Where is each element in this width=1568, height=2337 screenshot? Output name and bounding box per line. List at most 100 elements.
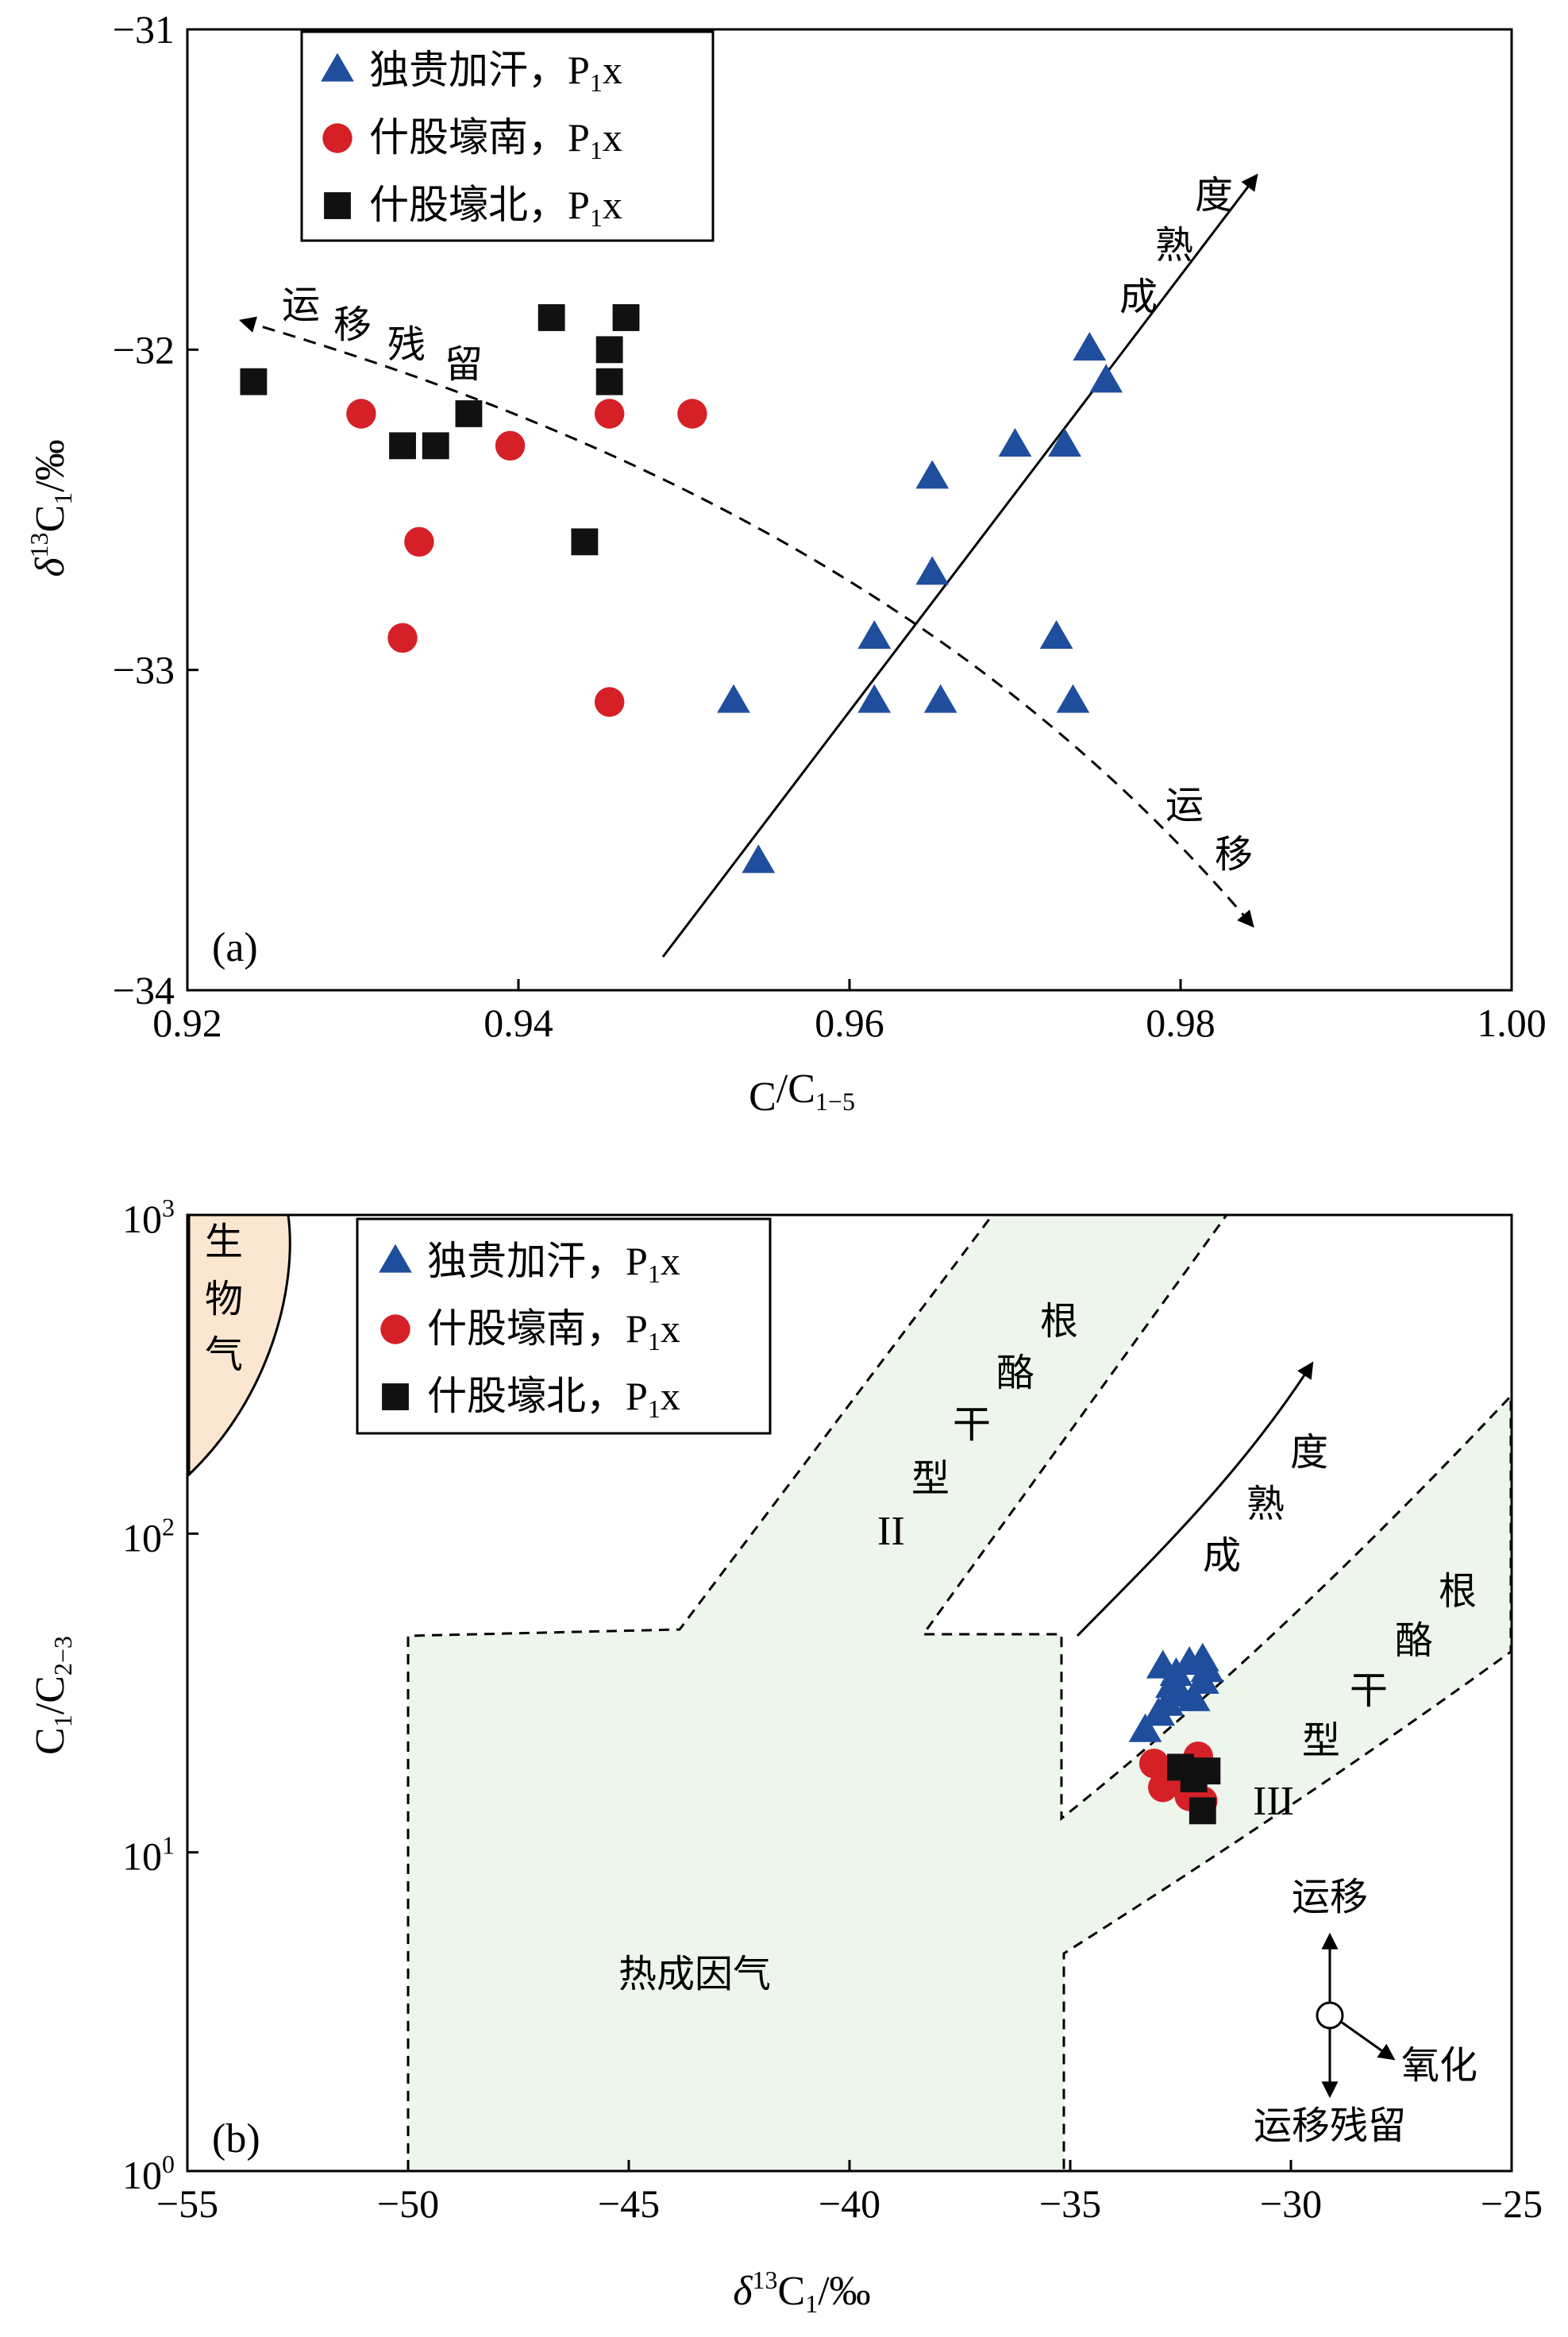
legend-label: 什股壕南，P1x — [369, 114, 622, 164]
biogas-region — [187, 1213, 291, 1478]
panel-b-x-axis-label: δ13C1/‰ — [733, 2266, 870, 2318]
legend-marker — [322, 123, 353, 153]
data-point — [915, 460, 950, 489]
x-tick-label: −45 — [598, 2181, 660, 2226]
panel-a-y-ticks: −31 −32 −33 −34 — [113, 7, 198, 1012]
y-tick-label: 102 — [122, 1512, 175, 1560]
data-point — [923, 684, 957, 713]
migration-residue-label-char: 残 — [387, 322, 426, 367]
data-point — [717, 684, 750, 713]
data-point — [346, 399, 376, 429]
panel-b-legend: 独贵加汗，P1x 什股壕南，P1x 什股壕北，P1x — [356, 1217, 772, 1435]
data-point — [1189, 1797, 1216, 1825]
x-tick-label: −30 — [1260, 2181, 1322, 2226]
panel-b-points — [1128, 1642, 1224, 1825]
x-tick-label: −35 — [1039, 2181, 1101, 2226]
y-tick-label: 103 — [122, 1194, 175, 1241]
data-point — [571, 528, 599, 556]
data-point — [1167, 1753, 1194, 1781]
data-point — [240, 368, 268, 395]
biogas-label-char: 生 — [205, 1220, 243, 1264]
data-point — [594, 399, 625, 429]
panel-a-y-axis-label: δ13C1/‰ — [25, 439, 77, 577]
panel-a-legend: 独贵加汗，P1x 什股壕南，P1x 什股壕北，P1x — [300, 30, 715, 242]
legend-label: 什股壕北，P1x — [427, 1373, 680, 1423]
maturity-label-char: 度 — [1195, 173, 1233, 218]
y-tick-label: −33 — [113, 648, 175, 692]
thermogenic-region — [406, 1213, 1512, 2173]
migration-label-char: 运 — [1165, 783, 1204, 827]
type3-label-char: 酪 — [1395, 1618, 1433, 1663]
data-point — [677, 399, 707, 429]
type3-label-char: 干 — [1350, 1668, 1388, 1713]
x-tick-label: −40 — [819, 2181, 880, 2226]
panel-a-label: (a) — [212, 925, 258, 970]
type2-label-char: 根 — [1040, 1299, 1078, 1344]
type3-label-char: 型 — [1302, 1718, 1340, 1763]
data-point — [1073, 332, 1107, 361]
data-point — [495, 430, 526, 461]
x-tick-label: −25 — [1481, 2181, 1543, 2226]
data-point — [742, 844, 776, 873]
migration-residue-label-char: 留 — [445, 342, 483, 387]
y-tick-label: −32 — [113, 327, 175, 372]
maturity-trend-line — [661, 173, 1258, 958]
panel-b-label: (b) — [212, 2116, 260, 2162]
migration-residue-label-char: 运 — [282, 283, 320, 327]
maturity-label-char: 熟 — [1155, 223, 1193, 268]
type3-roman: III — [1253, 1779, 1294, 1824]
x-tick-label: 0.96 — [815, 1001, 884, 1045]
migration-label-char: 移 — [1215, 832, 1253, 877]
data-point — [1089, 364, 1123, 393]
panel-b-maturity-char: 成 — [1203, 1533, 1241, 1578]
panel-a-guides — [238, 173, 1258, 958]
data-point — [998, 428, 1032, 457]
legend-label: 什股壕北，P1x — [369, 182, 622, 232]
data-point — [1190, 1653, 1224, 1683]
x-tick-label: 0.98 — [1146, 1001, 1215, 1045]
x-tick-label: −50 — [377, 2181, 439, 2226]
legend-marker — [379, 1244, 412, 1273]
migration-trend-curve — [238, 316, 1254, 928]
panel-b-maturity-char: 熟 — [1246, 1482, 1285, 1526]
data-point — [1177, 1682, 1211, 1711]
biogas-label-char: 物 — [205, 1277, 243, 1321]
data-point — [594, 687, 625, 717]
thermogenic-label: 热成因气 — [618, 1952, 771, 1996]
x-tick-label: 0.92 — [152, 1001, 222, 1045]
data-point — [857, 684, 892, 713]
data-point — [1039, 620, 1073, 650]
data-point — [595, 368, 623, 395]
panel-a-points — [240, 304, 1123, 873]
legend-label: 什股壕南，P1x — [427, 1305, 680, 1356]
data-point — [1128, 1713, 1162, 1742]
chart-panel-a: 0.92 0.94 0.96 0.98 1.00 −31 −32 −33 −34 C/C1−5… — [25, 7, 1547, 1120]
type2-roman: II — [877, 1509, 905, 1554]
data-point — [1159, 1657, 1193, 1687]
legend-marker — [324, 192, 351, 219]
y-tick-label: −31 — [113, 7, 175, 52]
data-point — [1056, 684, 1090, 713]
y-tick-label: 101 — [122, 1831, 175, 1879]
data-point — [455, 400, 483, 427]
y-tick-label: −34 — [113, 968, 175, 1012]
type3-label-char: 根 — [1439, 1569, 1477, 1614]
data-point — [404, 526, 434, 557]
data-point — [387, 623, 418, 654]
data-point — [1048, 428, 1081, 457]
x-tick-label: 1.00 — [1477, 1001, 1547, 1045]
legend-label: 独贵加汗，P1x — [427, 1238, 680, 1288]
maturity-label-char: 成 — [1119, 275, 1158, 319]
legend-marker — [321, 52, 354, 82]
data-point — [915, 556, 950, 585]
type2-label-char: 型 — [911, 1456, 950, 1501]
panel-b-maturity-char: 度 — [1290, 1430, 1328, 1475]
process-arrows — [1316, 1932, 1396, 2099]
arrow-right-label: 氧化 — [1401, 2043, 1477, 2088]
panel-b-y-ticks: 103 102 101 100 — [122, 1194, 198, 2197]
chart-panel-b: −55 −50 −45 −40 −35 −30 −25 103 102 101 100 δ13C1… — [28, 1194, 1543, 2318]
legend-marker — [382, 1383, 409, 1410]
x-tick-label: 0.94 — [483, 1001, 553, 1045]
data-point — [537, 304, 565, 331]
